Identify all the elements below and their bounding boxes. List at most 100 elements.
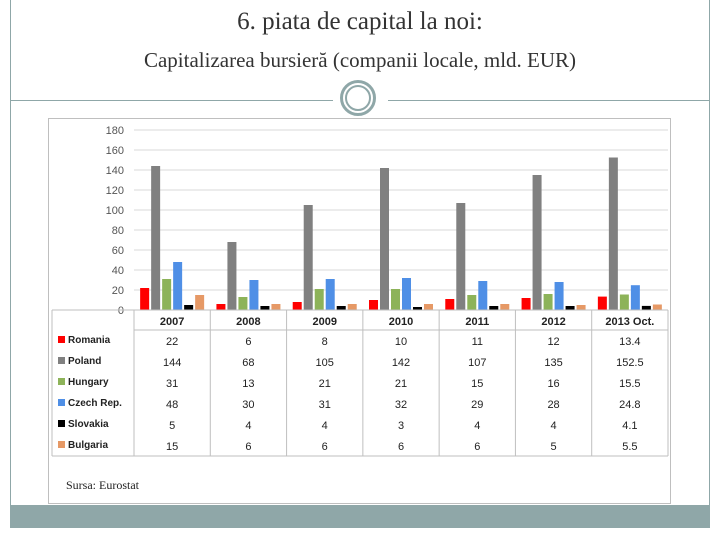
series-name: Hungary — [68, 377, 109, 388]
data-label: 4 — [245, 420, 251, 432]
bar — [238, 297, 248, 310]
data-label: 105 — [316, 357, 334, 369]
data-label: 3 — [398, 420, 404, 432]
bar — [336, 306, 346, 310]
data-label: 16 — [547, 378, 559, 390]
bar — [641, 305, 651, 310]
bar — [402, 278, 411, 310]
divider-left — [11, 100, 333, 101]
divider-right — [388, 100, 709, 101]
bar — [630, 285, 640, 310]
ring-ornament-icon — [340, 80, 376, 116]
data-label: 5.5 — [622, 441, 637, 453]
slide-frame — [10, 0, 710, 528]
bar — [619, 294, 629, 310]
bar — [652, 304, 662, 310]
bar — [151, 166, 161, 310]
bar — [391, 289, 400, 310]
category-label: 2012 — [541, 316, 565, 328]
bar — [325, 279, 335, 310]
bar — [489, 306, 499, 310]
data-label: 68 — [242, 357, 254, 369]
data-label: 15.5 — [619, 378, 640, 390]
data-label: 8 — [322, 336, 328, 348]
data-label: 21 — [319, 378, 331, 390]
legend-key — [58, 420, 65, 427]
bar — [260, 306, 270, 310]
legend-key — [58, 399, 65, 406]
data-label: 28 — [547, 399, 559, 411]
data-label: 4 — [551, 420, 557, 432]
y-tick-label: 80 — [112, 225, 124, 237]
series-name: Slovakia — [68, 419, 109, 430]
series-name: Poland — [68, 356, 101, 367]
bar — [380, 168, 389, 310]
legend-key — [58, 378, 65, 385]
data-label: 135 — [544, 357, 562, 369]
category-label: 2013 Oct. — [605, 316, 654, 328]
bar — [314, 289, 324, 310]
bar — [140, 288, 150, 310]
data-label: 142 — [392, 357, 410, 369]
bar — [456, 203, 466, 310]
data-label: 6 — [245, 336, 251, 348]
y-tick-label: 20 — [112, 285, 124, 297]
y-tick-label: 100 — [106, 205, 124, 217]
y-tick-label: 160 — [106, 145, 124, 157]
series-name: Romania — [68, 335, 111, 346]
y-tick-label: 120 — [106, 185, 124, 197]
y-tick-label: 140 — [106, 165, 124, 177]
bar — [478, 281, 488, 310]
legend-key — [58, 357, 65, 364]
y-tick-label: 0 — [118, 305, 124, 317]
bar — [162, 279, 172, 310]
bar — [303, 205, 313, 310]
data-label: 107 — [468, 357, 486, 369]
ring-ornament-inner-icon — [345, 85, 371, 111]
bar — [369, 300, 378, 310]
bar — [227, 242, 237, 310]
data-label: 6 — [245, 441, 251, 453]
data-label: 144 — [163, 357, 181, 369]
bar — [347, 304, 357, 310]
bar — [271, 304, 281, 310]
data-label: 4.1 — [622, 420, 637, 432]
bar — [597, 296, 607, 310]
bar — [413, 307, 422, 310]
bar — [216, 304, 226, 310]
data-label: 32 — [395, 399, 407, 411]
data-label: 48 — [166, 399, 178, 411]
bar — [173, 262, 183, 310]
category-label: 2009 — [312, 316, 336, 328]
y-tick-label: 40 — [112, 265, 124, 277]
data-label: 4 — [322, 420, 328, 432]
category-label: 2010 — [389, 316, 413, 328]
bottom-bar — [11, 505, 709, 527]
bar — [249, 280, 259, 310]
data-label: 21 — [395, 378, 407, 390]
data-label: 22 — [166, 336, 178, 348]
bar — [576, 305, 586, 310]
bar — [445, 299, 455, 310]
bar — [554, 282, 564, 310]
series-name: Bulgaria — [68, 440, 108, 451]
data-label: 4 — [474, 420, 480, 432]
data-label: 11 — [472, 336, 483, 348]
data-label: 15 — [166, 441, 178, 453]
data-label: 6 — [322, 441, 328, 453]
data-label: 5 — [169, 420, 175, 432]
series-name: Czech Rep. — [68, 398, 122, 409]
bar — [184, 305, 194, 310]
data-label: 13.4 — [619, 336, 640, 348]
bar — [292, 302, 302, 310]
data-label: 15 — [471, 378, 483, 390]
data-label: 5 — [551, 441, 557, 453]
y-tick-label: 180 — [106, 125, 124, 137]
data-label: 31 — [319, 399, 331, 411]
bar — [608, 157, 618, 310]
data-label: 31 — [166, 378, 178, 390]
source-note: Sursa: Eurostat — [66, 478, 139, 492]
data-label: 13 — [242, 378, 254, 390]
slide-title: 6. piata de capital la noi: — [237, 8, 483, 35]
data-label: 29 — [471, 399, 483, 411]
